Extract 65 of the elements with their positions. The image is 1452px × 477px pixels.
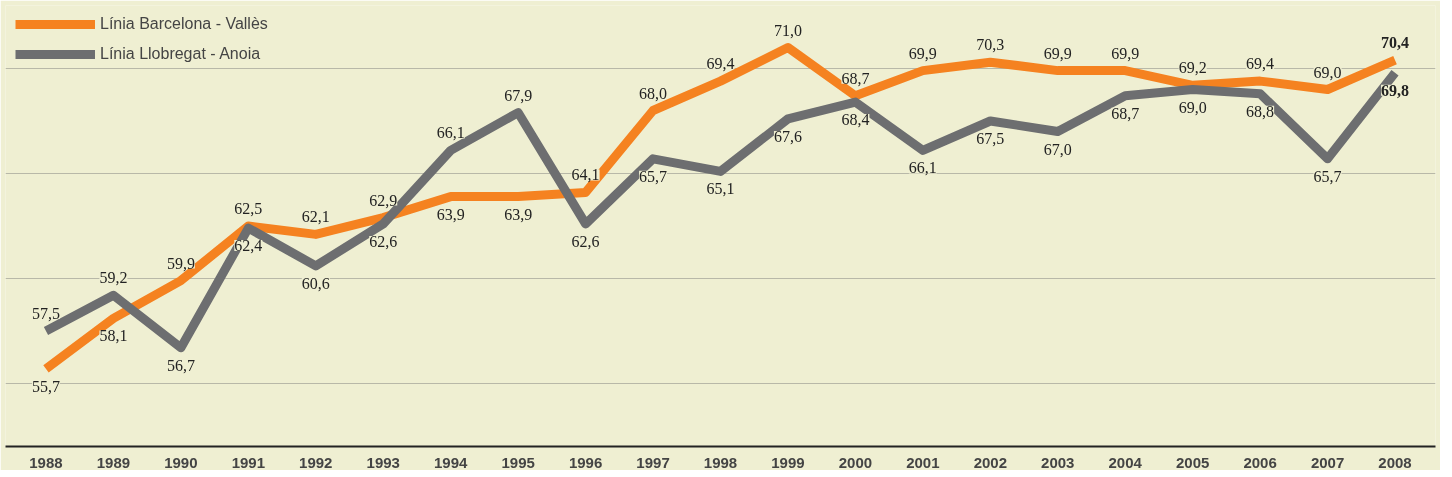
data-label: 65,7 [1313, 167, 1342, 185]
x-tick-label: 1996 [568, 453, 603, 471]
x-tick-label: 1993 [366, 453, 400, 471]
legend-label: Línia Llobregat - Anoia [100, 45, 261, 63]
x-tick-label: 1995 [501, 453, 535, 471]
x-tick-label: 1992 [299, 453, 333, 471]
x-tick-label: 2004 [1108, 453, 1143, 471]
data-label: 69,4 [1246, 55, 1275, 73]
data-label: 63,9 [436, 205, 465, 223]
data-label: 62,1 [301, 208, 330, 226]
data-label: 68,7 [841, 69, 870, 87]
data-label: 69,8 [1381, 81, 1410, 99]
x-tick-label: 1988 [29, 453, 63, 471]
data-label: 62,6 [369, 232, 398, 250]
data-label: 69,0 [1313, 63, 1342, 81]
data-label: 60,6 [301, 274, 330, 292]
x-tick-label: 2002 [973, 453, 1007, 471]
x-tick-label: 2007 [1310, 453, 1345, 471]
data-label: 62,5 [234, 200, 263, 217]
x-tick-label: 2000 [838, 453, 873, 471]
data-label: 67,9 [504, 86, 533, 104]
data-label: 68,0 [639, 84, 668, 102]
data-label: 65,1 [706, 180, 735, 198]
data-label: 69,2 [1178, 59, 1207, 77]
x-tick-label: 2003 [1041, 453, 1075, 471]
data-label: 69,9 [1043, 44, 1072, 62]
x-tick-label: 2008 [1378, 453, 1412, 471]
data-label: 68,7 [1111, 104, 1140, 122]
x-tick-label: 1990 [164, 453, 198, 471]
data-label: 68,8 [1246, 102, 1275, 120]
data-label: 67,5 [976, 130, 1005, 147]
data-label: 70,4 [1381, 34, 1410, 52]
x-tick-label: 1997 [636, 453, 670, 471]
data-label: 69,9 [1111, 44, 1140, 62]
data-label: 66,1 [908, 159, 937, 177]
data-label: 59,9 [166, 254, 195, 272]
data-label: 69,4 [706, 55, 735, 73]
data-label: 55,7 [31, 377, 60, 395]
data-label: 63,9 [504, 205, 533, 223]
data-label: 64,1 [571, 166, 600, 184]
x-tick-label: 1999 [771, 453, 805, 471]
data-label: 62,4 [234, 237, 263, 255]
x-tick-label: 1991 [231, 453, 266, 471]
x-tick-label: 2005 [1175, 453, 1210, 471]
x-tick-label: 2006 [1243, 453, 1277, 471]
x-tick-label: 1998 [703, 453, 738, 471]
data-label: 71,0 [773, 21, 802, 39]
x-tick-label: 1989 [96, 453, 131, 471]
data-label: 57,5 [31, 305, 60, 322]
data-label: 70,3 [976, 36, 1005, 54]
data-label: 67,0 [1043, 140, 1072, 158]
legend-label: Línia Barcelona - Vallès [100, 15, 268, 33]
data-label: 65,7 [639, 167, 668, 185]
data-label: 66,1 [436, 124, 465, 142]
data-label: 62,6 [571, 232, 600, 250]
x-tick-label: 2001 [906, 453, 940, 471]
data-label: 58,1 [99, 327, 128, 345]
data-label: 67,6 [773, 127, 802, 145]
data-label: 62,9 [369, 191, 398, 209]
data-label: 69,9 [908, 44, 937, 62]
data-label: 69,0 [1178, 98, 1207, 116]
data-label: 68,4 [841, 111, 870, 129]
x-tick-label: 1994 [434, 453, 469, 471]
data-label: 59,2 [99, 269, 128, 287]
data-label: 56,7 [166, 356, 195, 374]
